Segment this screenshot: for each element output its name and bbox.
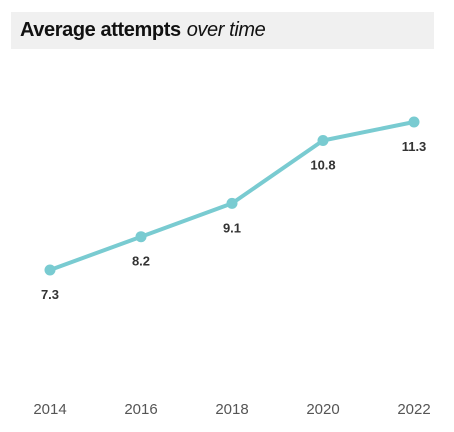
chart-title-bar: Average attempts over time — [11, 12, 434, 49]
data-label-2018: 9.1 — [223, 220, 241, 235]
chart-subtitle: over time — [186, 19, 266, 41]
data-point-2022 — [408, 116, 420, 128]
chart-title: Average attempts — [20, 19, 181, 41]
data-point-2020 — [317, 135, 329, 146]
data-point-2016 — [135, 231, 147, 243]
data-point-2018 — [226, 197, 238, 209]
data-point-2014 — [44, 264, 56, 276]
x-tick-label-2018: 2018 — [215, 401, 248, 418]
x-tick-label-2014: 2014 — [33, 401, 66, 418]
series-line — [48, 120, 416, 272]
data-label-2020: 10.8 — [310, 158, 335, 173]
data-label-2022: 11.3 — [402, 139, 427, 154]
data-label-2016: 8.2 — [132, 254, 150, 269]
data-label-2014: 7.3 — [41, 287, 59, 302]
x-tick-label-2016: 2016 — [124, 401, 157, 418]
x-tick-label-2020: 2020 — [306, 401, 339, 418]
x-tick-label-2022: 2022 — [397, 401, 430, 418]
